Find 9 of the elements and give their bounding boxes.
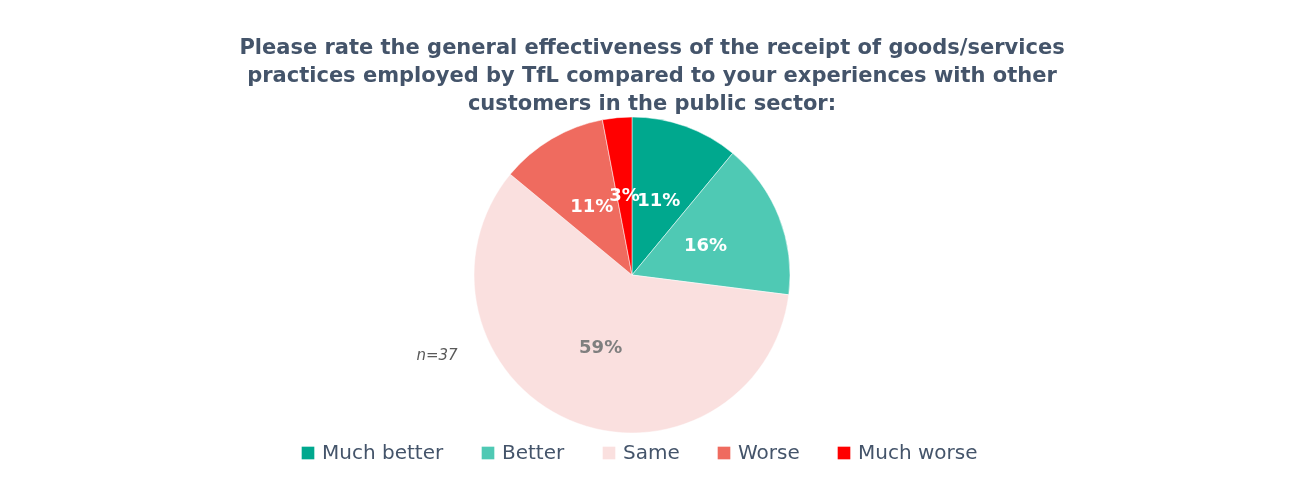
- legend-label: Same: [623, 440, 680, 464]
- text: n=37: [416, 346, 459, 364]
- chart-title: Please rate the general effectiveness of the receipt of goods/services practices employed by TfL compared to your experiences with other customers in the public sector:: [239, 35, 1065, 115]
- data-label: 16%: [683, 233, 727, 255]
- data-label: 59%: [579, 335, 623, 357]
- legend-label: Worse: [738, 440, 800, 464]
- legend-label: Better: [502, 440, 566, 464]
- legend-label: Much worse: [858, 440, 978, 464]
- legend-label: Much better: [322, 440, 444, 464]
